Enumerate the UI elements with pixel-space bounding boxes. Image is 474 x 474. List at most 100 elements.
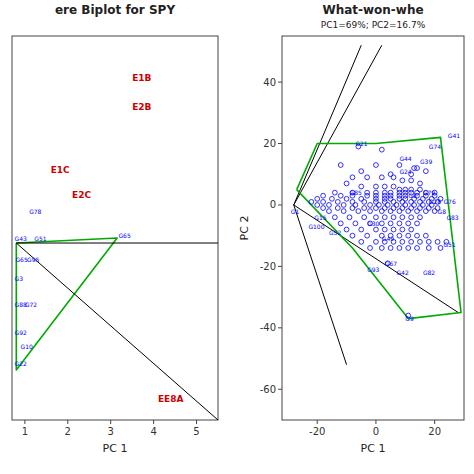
line <box>294 205 458 313</box>
scatter-point <box>341 203 346 208</box>
scatter-point <box>426 246 431 251</box>
scatter-point <box>374 206 379 211</box>
scatter-point <box>394 203 399 208</box>
title: What-won-whe <box>322 3 423 17</box>
genotype-label: G1 <box>291 208 300 215</box>
genotype-label: G9 <box>405 315 414 322</box>
scatter-point <box>374 239 379 244</box>
genotype-label: G44 <box>399 155 411 162</box>
scatter-point <box>374 184 379 189</box>
scatter-point <box>350 175 355 180</box>
scatter-point <box>382 227 387 232</box>
line <box>16 243 218 244</box>
genotype-label: G65 <box>15 256 27 263</box>
scatter-point <box>409 227 414 232</box>
genotype-label: G52 <box>329 229 341 236</box>
scatter-point <box>418 215 423 220</box>
y-tick-label: -20 <box>260 261 276 272</box>
x-tick-label: 1 <box>22 426 28 437</box>
scatter-point <box>397 246 402 251</box>
scatter-point <box>368 246 373 251</box>
y-tick <box>278 389 282 390</box>
scatter-point <box>374 163 379 168</box>
genotype-label: G74 <box>429 143 441 150</box>
x-axis-label: PC 1 <box>361 442 386 455</box>
scatter-point <box>400 199 405 204</box>
y-tick <box>278 82 282 83</box>
scatter-point <box>400 206 405 211</box>
scatter-point <box>397 209 402 214</box>
scatter-point <box>368 209 373 214</box>
scatter-point <box>418 206 423 211</box>
scatter-point <box>421 196 426 201</box>
scatter-point <box>409 239 414 244</box>
scatter-point <box>374 199 379 204</box>
scatter-point <box>359 239 364 244</box>
scatter-point <box>391 206 396 211</box>
x-tick <box>375 420 376 424</box>
genotype-label: G51 <box>443 241 455 248</box>
genotype-label: G79 <box>423 189 435 196</box>
scatter-point <box>315 196 320 201</box>
scatter-point <box>338 193 343 198</box>
scatter-point <box>379 175 384 180</box>
genotype-label: G39 <box>420 158 432 165</box>
genotype-label: G22 <box>15 360 27 367</box>
scatter-point <box>382 206 387 211</box>
scatter-point <box>368 203 373 208</box>
y-tick <box>278 327 282 328</box>
scatter-point <box>359 196 364 201</box>
genotype-label: G24 <box>399 168 411 175</box>
scatter-point <box>432 209 437 214</box>
scatter-point <box>359 227 364 232</box>
genotype-label: G65 <box>118 232 130 239</box>
scatter-point <box>356 209 361 214</box>
genotype-label: G85 <box>350 189 362 196</box>
plot-frame <box>12 36 218 420</box>
y-tick-label: -40 <box>260 322 276 333</box>
genotype-label: G28 <box>429 198 441 205</box>
scatter-point <box>418 181 423 186</box>
scatter-point <box>327 203 332 208</box>
scatter-point <box>388 209 393 214</box>
genotype-label: G88 <box>15 301 27 308</box>
scatter-point <box>426 239 431 244</box>
genotype-label: G93 <box>367 266 379 273</box>
scatter-point <box>365 175 370 180</box>
scatter-point <box>344 196 349 201</box>
genotype-label: G3 <box>15 275 24 282</box>
scatter-point <box>309 199 314 204</box>
scatter-point <box>330 196 335 201</box>
genotype-label: G21 <box>355 140 367 147</box>
scatter-point <box>418 187 423 192</box>
x-tick-label: 5 <box>193 426 199 437</box>
plot-marks <box>16 238 218 420</box>
scatter-point <box>350 206 355 211</box>
scatter-point <box>438 246 443 251</box>
scatter-point <box>376 203 381 208</box>
annotations: E1BE2BE1CE2CEE8AG65G78G43G51G65G95G3G72G… <box>15 73 184 404</box>
scatter-point <box>415 166 420 171</box>
genotype-label: G30 <box>367 220 379 227</box>
x-axis-label: PC 1 <box>103 442 128 455</box>
scatter-point <box>362 215 367 220</box>
scatter-point <box>397 196 402 201</box>
x-tick <box>196 420 197 424</box>
panel: ere Biplot for SPY12345PC 1E1BE2BE1CE2CE… <box>12 3 218 455</box>
scatter-point <box>332 215 337 220</box>
genotype-label: G41 <box>448 132 460 139</box>
scatter-point <box>353 221 358 226</box>
scatter-point <box>391 227 396 232</box>
x-tick-label: 0 <box>373 426 379 437</box>
scatter-point <box>415 246 420 251</box>
genotype-label: G95 <box>27 256 39 263</box>
scatter-point <box>379 147 384 152</box>
genotype-label: G8 <box>438 208 447 215</box>
scatter-point <box>382 215 387 220</box>
y-tick <box>278 204 282 205</box>
scatter-point <box>327 209 332 214</box>
scatter-point <box>400 178 405 183</box>
environment-label: E2C <box>72 190 91 200</box>
scatter-point <box>415 233 420 238</box>
genotype-label: G10 <box>21 343 33 350</box>
